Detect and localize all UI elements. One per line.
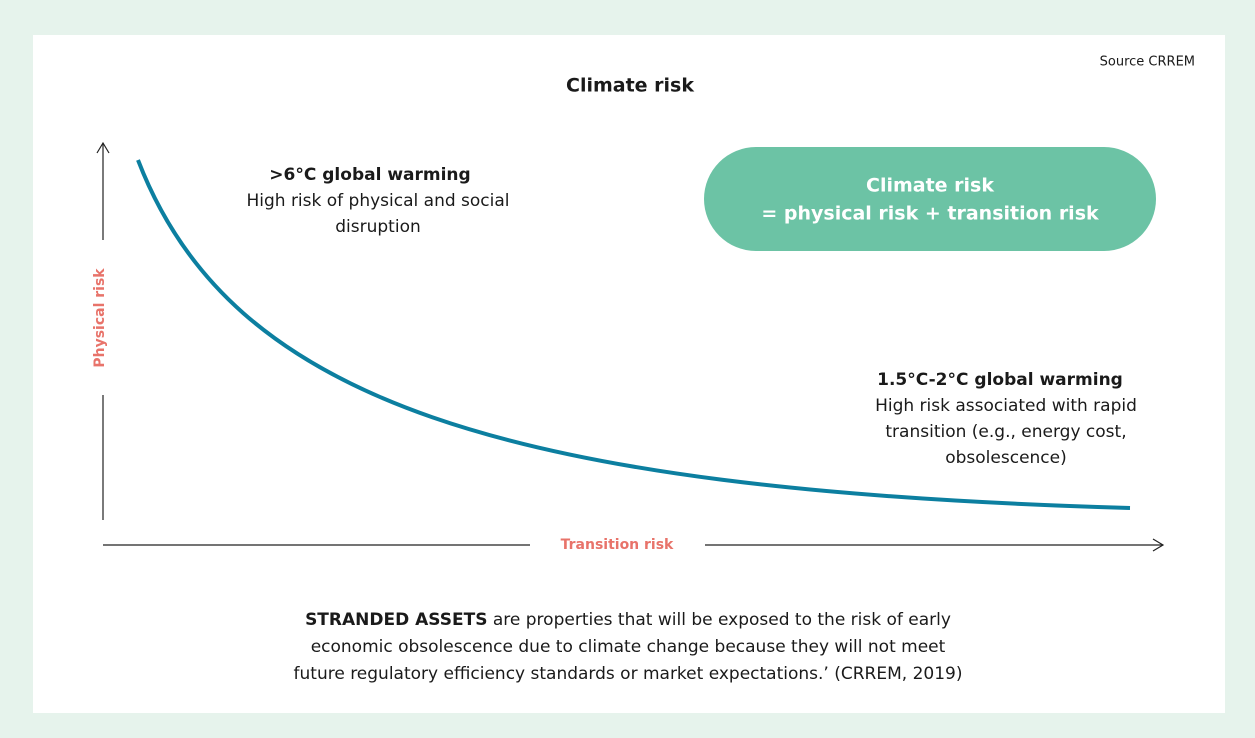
y-axis-arrow <box>96 141 110 154</box>
callout-pill <box>704 147 1156 251</box>
annotation-line: disruption <box>335 217 421 237</box>
annotation-line: transition (e.g., energy cost, <box>885 422 1126 442</box>
footer-line: STRANDED ASSETS are properties that will… <box>305 610 951 630</box>
annotation-line: obsolescence) <box>945 448 1067 468</box>
footer-line: future regulatory efficiency standards o… <box>294 664 963 684</box>
footer-line: economic obsolescence due to climate cha… <box>311 637 946 657</box>
footer-bold: STRANDED ASSETS <box>305 610 487 630</box>
title: Climate risk <box>566 75 694 97</box>
x-axis-label: Transition risk <box>561 537 674 553</box>
callout-text: Climate risk <box>866 175 994 197</box>
annotation-heading: 1.5°C-2°C global warming <box>877 370 1123 390</box>
annotation-line: High risk of physical and social <box>246 191 509 211</box>
y-axis-label: Physical risk <box>92 268 108 368</box>
annotation-line: High risk associated with rapid <box>875 396 1137 416</box>
x-axis-arrow <box>1152 538 1165 552</box>
annotation-heading: >6°C global warming <box>269 165 470 185</box>
footer-text: are properties that will be exposed to t… <box>487 610 950 630</box>
source: Source CRREM <box>1100 55 1195 70</box>
callout-text: = physical risk + transition risk <box>761 203 1099 225</box>
risk-curve <box>136 159 1131 510</box>
